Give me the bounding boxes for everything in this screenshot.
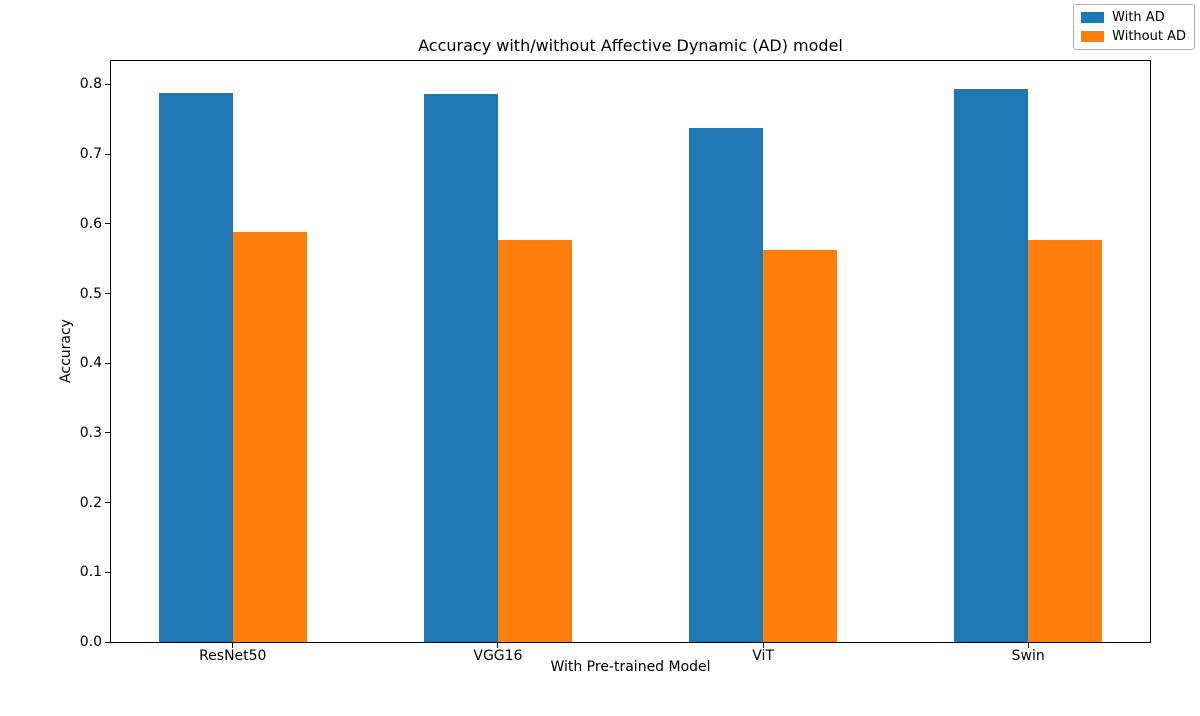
x-tick-label: VGG16 xyxy=(473,648,523,664)
bar-with-ad xyxy=(158,92,233,642)
bar-with-ad xyxy=(689,128,764,642)
plot-area: 0.0 0.1 0.2 0.3 0.4 0.5 0.6 0.7 0.8 ResNet50 VGG16… xyxy=(80,60,1151,664)
y-tick-label: 0.1 xyxy=(79,564,102,581)
bar-without-ad xyxy=(232,232,307,642)
bar-without-ad xyxy=(1028,239,1103,642)
x-tick-mark xyxy=(497,643,499,648)
legend-entry-without-ad: Without AD xyxy=(1081,29,1186,44)
y-tick-label: 0.5 xyxy=(79,285,102,302)
x-tick-mark xyxy=(232,643,234,648)
legend-swatch-without-ad xyxy=(1081,31,1105,42)
x-tick-mark xyxy=(1027,643,1029,648)
legend-label: Without AD xyxy=(1112,29,1186,44)
x-tick-mark xyxy=(762,643,764,648)
y-tick-label: 0.3 xyxy=(79,424,102,441)
y-tick-mark xyxy=(105,432,110,434)
y-tick-label: 0.2 xyxy=(79,494,102,511)
y-tick-label: 0.6 xyxy=(79,215,102,232)
y-tick-mark xyxy=(105,362,110,364)
bar-with-ad xyxy=(424,94,498,642)
x-axis-label: With Pre-trained Model xyxy=(550,659,711,675)
chart-title: Accuracy with/without Affective Dynamic … xyxy=(418,36,843,55)
legend-swatch-with-ad xyxy=(1081,12,1105,23)
bar-without-ad xyxy=(763,249,837,642)
y-tick-mark xyxy=(105,502,110,504)
y-axis-label: Accuracy xyxy=(58,319,74,383)
legend-entry-with-ad: With AD xyxy=(1081,10,1186,25)
bar-without-ad xyxy=(497,239,572,642)
legend: With AD Without AD xyxy=(1073,4,1195,50)
x-tick-label: ResNet50 xyxy=(199,648,267,664)
y-tick-mark xyxy=(105,641,110,643)
y-tick-mark xyxy=(105,293,110,295)
y-tick-label: 0.7 xyxy=(79,146,102,163)
y-tick-mark xyxy=(105,571,110,573)
bar-with-ad xyxy=(954,89,1029,642)
y-tick-mark xyxy=(105,223,110,225)
x-tick-label: Swin xyxy=(1011,648,1045,664)
y-tick-mark xyxy=(105,83,110,85)
legend-label: With AD xyxy=(1112,10,1165,25)
y-tick-mark xyxy=(105,153,110,155)
y-tick-label: 0.8 xyxy=(79,76,102,93)
y-tick-label: 0.4 xyxy=(79,355,102,372)
y-tick-label: 0.0 xyxy=(79,634,102,650)
x-tick-label: ViT xyxy=(752,648,774,664)
